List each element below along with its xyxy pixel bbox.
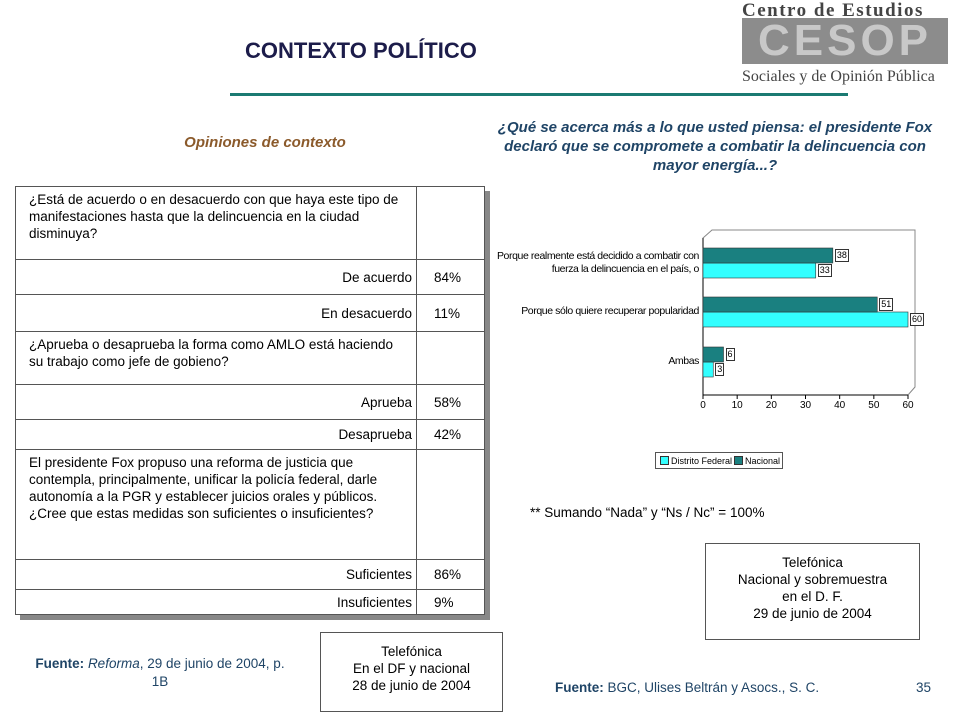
category-label: Porque realmente está decidido a combati… xyxy=(496,250,699,275)
source: Fuente: BGC, Ulises Beltrán y Asocs., S.… xyxy=(555,680,819,695)
value-cell: 9% xyxy=(434,594,454,610)
logo-line: Centro de Estudios xyxy=(742,0,924,21)
answer-cell: Desaprueba xyxy=(16,420,417,449)
x-tick-label: 20 xyxy=(766,400,778,411)
table-title: Opiniones de contexto xyxy=(184,134,346,151)
answer-cell: Insuficientes xyxy=(16,590,417,614)
logo-line: Sociales y de Opinión Pública xyxy=(742,68,935,85)
slide-title: CONTEXTO POLÍTICO xyxy=(245,38,477,63)
legend-label: Distrito Federal xyxy=(671,455,733,466)
x-tick-label: 50 xyxy=(868,400,880,411)
table-row: Insuficientes 9% xyxy=(16,589,484,614)
callout: Telefónica En el DF y nacional 28 de junio… xyxy=(320,632,503,712)
callout-line: Telefónica xyxy=(782,555,843,570)
legend-label: Nacional xyxy=(745,455,781,466)
answer-cell: Aprueba xyxy=(16,385,417,419)
x-tick-label: 40 xyxy=(834,400,846,411)
table-row: Desaprueba 42% xyxy=(16,419,484,449)
question-cell: ¿Está de acuerdo o en desacuerdo con que… xyxy=(16,187,417,259)
chart-title: ¿Qué se acerca más a lo que usted piensa… xyxy=(497,119,933,174)
value-cell: 84% xyxy=(434,269,462,285)
category-label: Ambas xyxy=(668,355,699,367)
table-row: ¿Está de acuerdo o en desacuerdo con que… xyxy=(16,187,484,259)
data-label: 3 xyxy=(715,363,725,376)
x-tick-label: 60 xyxy=(902,400,914,411)
source-publication: Reforma xyxy=(87,656,140,671)
data-label: 51 xyxy=(879,298,894,311)
value-cell: 86% xyxy=(434,567,462,582)
table-row: En desacuerdo 11% xyxy=(16,294,484,331)
source-label: Fuente: xyxy=(555,680,604,695)
callout-line: Nacional y sobremuestra xyxy=(737,572,888,587)
table-row: ¿Aprueba o desaprueba la forma como AMLO… xyxy=(16,331,484,384)
callout-line: Telefónica xyxy=(381,644,442,659)
bar xyxy=(702,296,878,313)
x-tick-label: 30 xyxy=(800,400,812,411)
legend-swatch xyxy=(734,456,744,465)
table: ¿Está de acuerdo o en desacuerdo con que… xyxy=(15,186,485,615)
answer-cell: De acuerdo xyxy=(16,260,417,294)
callout: Telefónica Nacional y sobremuestra en el D… xyxy=(705,543,920,640)
legend: Distrito Federal Nacional xyxy=(655,452,784,469)
source: Fuente: Reforma, 29 de junio de 2004, p.… xyxy=(30,655,290,691)
question-cell: El presidente Fox propuso una reforma de… xyxy=(16,450,417,559)
bar xyxy=(702,311,909,328)
logo: Centro de Estudios CESOP Sociales y de O… xyxy=(738,0,952,94)
logo-mark: CESOP xyxy=(742,18,948,64)
answer-cell: Suficientes xyxy=(16,560,417,589)
x-tick-label: 0 xyxy=(700,400,706,411)
value-cell: 42% xyxy=(434,427,462,442)
legend-swatch xyxy=(660,456,669,465)
value-cell: 11% xyxy=(434,305,461,321)
source-text: BGC, Ulises Beltrán y Asocs., S. C. xyxy=(607,680,820,695)
page-number: 35 xyxy=(916,680,932,695)
callout-line: En el DF y nacional xyxy=(352,661,471,676)
note: ** Sumando “Nada” y “Ns / Nc” = 100% xyxy=(530,505,765,520)
value-cell: 58% xyxy=(434,394,462,410)
data-label: 60 xyxy=(910,313,925,326)
data-label: 33 xyxy=(817,264,832,277)
header-rule xyxy=(230,93,848,96)
question-cell: ¿Aprueba o desaprueba la forma como AMLO… xyxy=(16,332,417,384)
x-tick-label: 10 xyxy=(732,400,744,411)
bar xyxy=(702,361,714,378)
data-label: 38 xyxy=(834,249,849,262)
data-label: 6 xyxy=(725,348,735,361)
bar xyxy=(702,247,834,264)
table-row: El presidente Fox propuso una reforma de… xyxy=(16,449,484,559)
bar xyxy=(702,262,817,279)
bar xyxy=(702,346,724,363)
source-text: , 29 de junio de 2004, p. 1B xyxy=(139,656,285,689)
category-label: Porque sólo quiere recuperar popularidad xyxy=(521,305,699,317)
source-label: Fuente: xyxy=(35,656,85,671)
callout-line: en el D. F. xyxy=(782,589,843,604)
table-row: Suficientes 86% xyxy=(16,559,484,589)
table-row: Aprueba 58% xyxy=(16,384,484,419)
callout-line: 29 de junio de 2004 xyxy=(753,606,872,621)
callout-line: 28 de junio de 2004 xyxy=(352,678,471,693)
answer-cell: En desacuerdo xyxy=(16,295,417,331)
table-row: De acuerdo 84% xyxy=(16,259,484,294)
